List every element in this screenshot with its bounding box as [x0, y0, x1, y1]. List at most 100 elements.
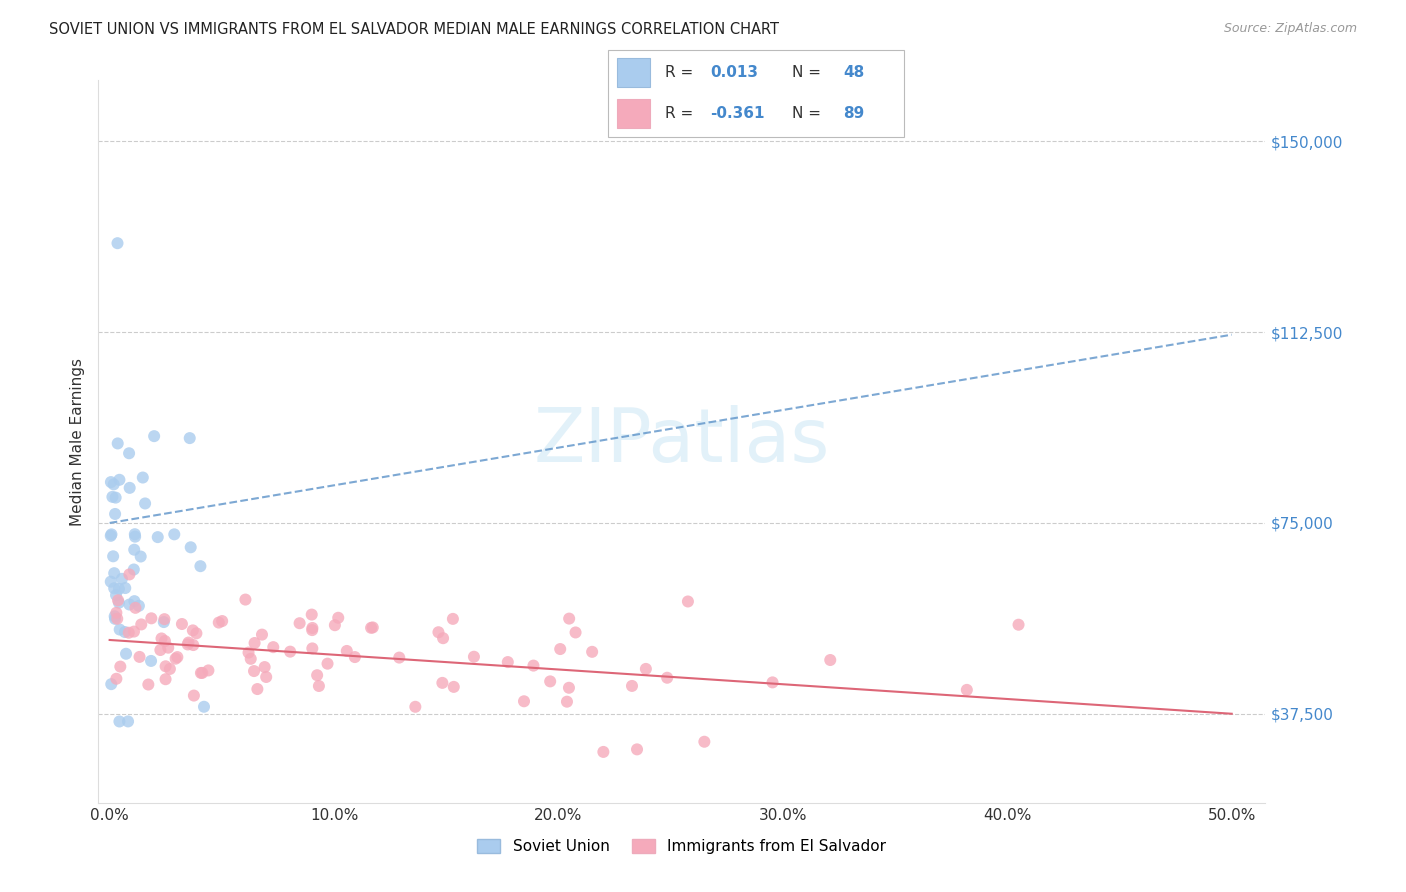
Point	[301, 623, 323, 637]
Point	[197, 664, 219, 678]
Point	[146, 530, 169, 544]
Text: ZIPatlas: ZIPatlas	[534, 405, 830, 478]
Point	[105, 612, 128, 626]
Point	[104, 612, 127, 626]
Legend: Soviet Union, Immigrants from El Salvador: Soviet Union, Immigrants from El Salvado…	[471, 832, 893, 860]
Point	[128, 599, 150, 613]
Point	[432, 631, 454, 645]
Point	[153, 634, 176, 648]
Point	[361, 620, 384, 634]
Text: Source: ZipAtlas.com: Source: ZipAtlas.com	[1223, 22, 1357, 36]
Point	[128, 649, 150, 664]
Point	[243, 636, 266, 650]
Point	[107, 436, 129, 450]
Point	[323, 618, 346, 632]
Point	[111, 572, 134, 586]
Point	[634, 662, 657, 676]
Point	[104, 609, 127, 624]
Point	[170, 617, 193, 632]
Point	[118, 446, 141, 460]
Point	[191, 665, 214, 680]
Text: SOVIET UNION VS IMMIGRANTS FROM EL SALVADOR MEDIAN MALE EARNINGS CORRELATION CHA: SOVIET UNION VS IMMIGRANTS FROM EL SALVA…	[49, 22, 779, 37]
Point	[124, 530, 146, 544]
Bar	[617, 99, 650, 128]
Point	[117, 714, 139, 729]
Point	[104, 507, 127, 521]
Point	[388, 650, 411, 665]
Point	[115, 647, 138, 661]
Point	[103, 477, 125, 491]
Point	[956, 682, 979, 697]
Point	[555, 695, 578, 709]
Text: N =: N =	[792, 65, 825, 79]
Point	[103, 566, 125, 581]
Point	[118, 598, 141, 612]
Point	[254, 670, 277, 684]
Point	[301, 641, 323, 656]
Point	[108, 582, 131, 596]
Point	[761, 675, 783, 690]
Point	[1007, 617, 1029, 632]
Text: R =: R =	[665, 106, 699, 120]
Point	[336, 644, 359, 658]
Point	[443, 680, 465, 694]
Point	[343, 650, 366, 665]
Point	[124, 527, 146, 541]
Point	[564, 625, 586, 640]
Point	[626, 742, 648, 756]
Y-axis label: Median Male Earnings: Median Male Earnings	[70, 358, 86, 525]
Point	[124, 600, 146, 615]
Point	[301, 607, 323, 622]
Point	[110, 659, 132, 673]
Point	[262, 640, 284, 654]
Point	[235, 592, 257, 607]
Point	[100, 527, 122, 541]
Point	[427, 625, 450, 640]
Text: N =: N =	[792, 106, 825, 120]
Point	[100, 529, 122, 543]
Point	[239, 652, 262, 666]
Point	[179, 431, 201, 445]
Point	[328, 611, 350, 625]
Point	[100, 475, 122, 489]
Point	[558, 612, 581, 626]
Point	[100, 574, 122, 589]
Point	[163, 527, 186, 541]
Point	[134, 496, 156, 510]
Point	[155, 659, 177, 673]
Point	[581, 645, 603, 659]
Point	[114, 625, 136, 640]
Point	[246, 681, 269, 696]
Point	[548, 642, 571, 657]
Point	[513, 694, 536, 708]
Point	[108, 596, 131, 610]
Point	[253, 660, 276, 674]
Point	[122, 562, 145, 576]
Bar	[617, 58, 650, 87]
Point	[150, 632, 173, 646]
Point	[278, 645, 301, 659]
Point	[139, 654, 162, 668]
Text: 0.013: 0.013	[710, 65, 758, 79]
Point	[441, 612, 464, 626]
Point	[114, 581, 136, 595]
Point	[181, 624, 204, 638]
Point	[307, 668, 329, 682]
Point	[558, 681, 581, 695]
Point	[522, 658, 544, 673]
Text: 89: 89	[844, 106, 865, 120]
Point	[250, 627, 273, 641]
Point	[186, 626, 208, 640]
Text: -0.361: -0.361	[710, 106, 765, 120]
Point	[118, 567, 141, 582]
Point	[404, 699, 426, 714]
Point	[657, 671, 679, 685]
Point	[496, 655, 519, 669]
Point	[122, 542, 145, 557]
Point	[129, 617, 152, 632]
Point	[193, 699, 215, 714]
Point	[138, 677, 160, 691]
Point	[132, 470, 155, 484]
Point	[592, 745, 614, 759]
Point	[153, 612, 176, 626]
